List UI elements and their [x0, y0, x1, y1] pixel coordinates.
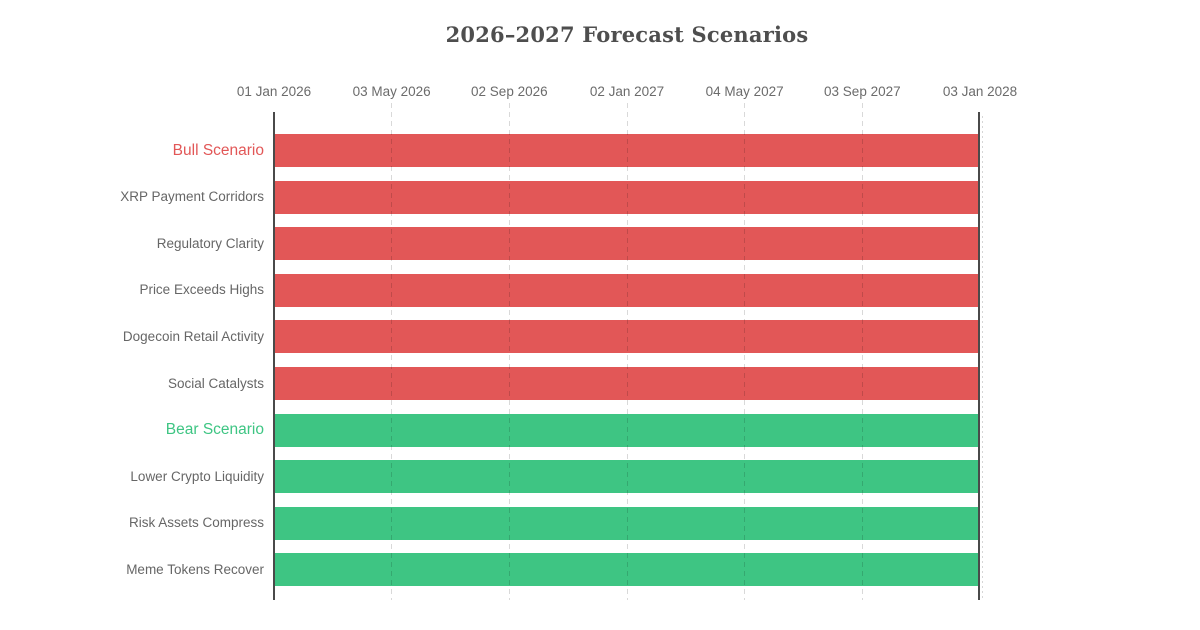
gridline: [744, 103, 746, 600]
row-label: Regulatory Clarity: [156, 235, 264, 251]
gridline: [626, 103, 628, 600]
gridline: [982, 116, 983, 600]
section-label: Bull Scenario: [172, 141, 264, 159]
x-tick-label: 02 Sep 2026: [471, 84, 548, 99]
row-label: Dogecoin Retail Activity: [122, 328, 264, 344]
range-start-line: [273, 112, 275, 600]
gantt-bar: [275, 180, 978, 214]
x-tick-label: 01 Jan 2026: [236, 84, 312, 99]
gridline: [391, 103, 393, 600]
x-tick-label: 02 Jan 2027: [589, 84, 665, 99]
x-tick-label: 03 May 2026: [352, 84, 431, 99]
gantt-bar: [275, 460, 978, 494]
chart-title: 2026–2027 Forecast Scenarios: [445, 22, 809, 47]
gantt-bar: [275, 320, 978, 354]
row-label: XRP Payment Corridors: [120, 189, 264, 205]
row-label: Price Exceeds Highs: [139, 282, 264, 298]
gantt-bar: [275, 273, 978, 307]
x-tick-label: 03 Jan 2028: [942, 84, 1018, 99]
row-label: Meme Tokens Recover: [126, 561, 264, 577]
range-end-line: [978, 112, 980, 600]
gridline: [861, 103, 863, 600]
row-label: Social Catalysts: [167, 375, 264, 391]
section-label: Bear Scenario: [165, 421, 264, 439]
gantt-bar: [275, 134, 978, 167]
gantt-bar: [275, 227, 978, 261]
gantt-bar: [275, 506, 978, 540]
gridline: [508, 103, 510, 600]
row-label: Risk Assets Compress: [128, 515, 264, 531]
x-tick-label: 03 Sep 2027: [824, 84, 901, 99]
gantt-bar: [275, 553, 978, 587]
gantt-bar: [275, 413, 978, 447]
row-label: Lower Crypto Liquidity: [130, 468, 264, 484]
gantt-bar: [275, 367, 978, 400]
x-tick-label: 04 May 2027: [705, 84, 784, 99]
